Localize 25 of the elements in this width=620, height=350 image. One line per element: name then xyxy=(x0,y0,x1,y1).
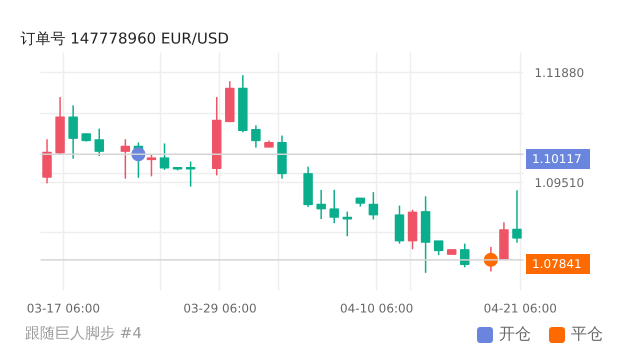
candlestick xyxy=(434,240,444,256)
x-tick-label: 03-17 06:00 xyxy=(26,302,100,316)
legend-label: 开仓 xyxy=(499,324,531,344)
candlestick xyxy=(186,160,196,188)
candlestick xyxy=(160,142,170,171)
candlestick xyxy=(120,138,130,180)
candlestick xyxy=(94,128,104,157)
x-tick-label: 03-29 06:00 xyxy=(183,302,257,316)
y-tick-label: 1.11880 xyxy=(534,66,584,80)
ref-line-label: 1.10117 xyxy=(532,150,582,168)
candlestick xyxy=(460,242,470,268)
candlestick xyxy=(329,189,339,224)
ref-line-label: 1.07841 xyxy=(532,256,582,274)
text: 跟随巨人脚步 #4 xyxy=(25,323,142,344)
candlestick xyxy=(368,191,378,220)
chart-title: 订单号 147778960 EUR/USD xyxy=(20,30,229,48)
x-tick-label: 04-10 06:00 xyxy=(340,302,414,316)
y-tick-label: 1.09510 xyxy=(534,176,584,190)
candlestick xyxy=(251,124,261,148)
candlestick xyxy=(512,190,522,244)
candlestick xyxy=(342,210,352,237)
candlestick xyxy=(316,189,326,220)
candlestick xyxy=(68,104,78,160)
x-tick-label: 04-21 06:00 xyxy=(484,302,557,316)
legend-label: 平仓 xyxy=(571,324,603,344)
